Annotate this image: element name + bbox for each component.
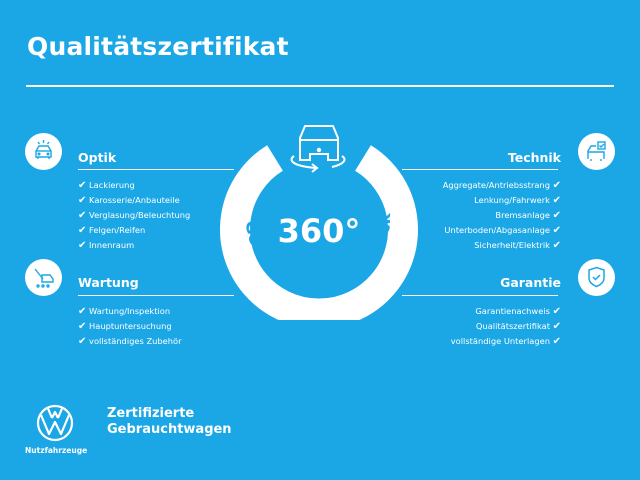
check-icon: ✔ [78,321,87,332]
car-lights-icon [25,133,62,170]
page-title: Qualitätszertifikat [27,32,289,61]
service-tools-icon [25,259,62,296]
list-item: ✔ Innenraum [78,240,135,251]
check-icon: ✔ [552,180,561,191]
wartung-list: ✔ Wartung/Inspektion ✔ Hauptuntersuchung… [78,304,182,349]
list-item: ✔ Felgen/Reifen [78,225,146,236]
list-item: vollständige Unterlagen ✔ [450,336,561,347]
section-title-wartung: Wartung [78,275,139,290]
check-icon: ✔ [78,210,87,221]
section-title-optik: Optik [78,150,117,165]
logo-subtitle: Nutzfahrzeuge [25,446,88,455]
list-item: Unterboden/Abgasanlage ✔ [444,225,561,236]
section-divider [78,169,234,170]
list-item: ✔ vollständiges Zubehör [78,336,182,347]
check-icon: ✔ [78,225,87,236]
check-icon: ✔ [78,336,87,347]
check-icon: ✔ [78,306,87,317]
check-icon: ✔ [78,195,87,206]
list-item: ✔ Hauptuntersuchung [78,321,172,332]
list-item: ✔ Verglasung/Beleuchtung [78,210,191,221]
garantie-list: Garantienachweis ✔ Qualitätszertifikat ✔… [451,304,561,349]
technik-list: Aggregate/Antriebsstrang ✔ Lenkung/Fahrw… [443,178,561,253]
badge-number: 360° [278,212,361,250]
optik-list: ✔ Lackierung ✔ Karosserie/Anbauteile ✔ V… [78,178,190,253]
check-icon: ✔ [552,225,561,236]
shield-check-icon [578,259,615,296]
list-item: Lenkung/Fahrwerk ✔ [474,195,561,206]
section-divider [402,295,558,296]
check-icon: ✔ [552,336,561,347]
list-item: ✔ Wartung/Inspektion [78,306,171,317]
check-icon: ✔ [552,210,561,221]
badge-ring [220,145,418,320]
car-checklist-icon [578,133,615,170]
check-icon: ✔ [552,306,561,317]
list-item: ✔ Karosserie/Anbauteile [78,195,180,206]
section-title-technik: Technik [507,150,561,165]
brand-text: Zertifizierte Gebrauchtwagen [107,406,232,437]
check-icon: ✔ [552,195,561,206]
check-icon: ✔ [78,180,87,191]
check-icon: ✔ [552,321,561,332]
360-check-badge: 360° Gebrauchtwagen-Check [220,125,418,320]
car-360-rotate-icon [290,125,346,173]
list-item: Aggregate/Antriebsstrang ✔ [442,180,561,191]
check-icon: ✔ [552,240,561,251]
list-item: ✔ Lackierung [78,180,135,191]
list-item: Bremsanlage ✔ [495,210,561,221]
section-divider [78,295,234,296]
list-item: Sicherheit/Elektrik ✔ [474,240,561,251]
list-item: Qualitätszertifikat ✔ [475,321,561,332]
vw-logo [36,404,74,442]
list-item: Garantienachweis ✔ [475,306,561,317]
check-icon: ✔ [78,240,87,251]
section-title-garantie: Garantie [500,275,561,290]
title-divider [26,85,614,87]
section-divider [402,169,558,170]
